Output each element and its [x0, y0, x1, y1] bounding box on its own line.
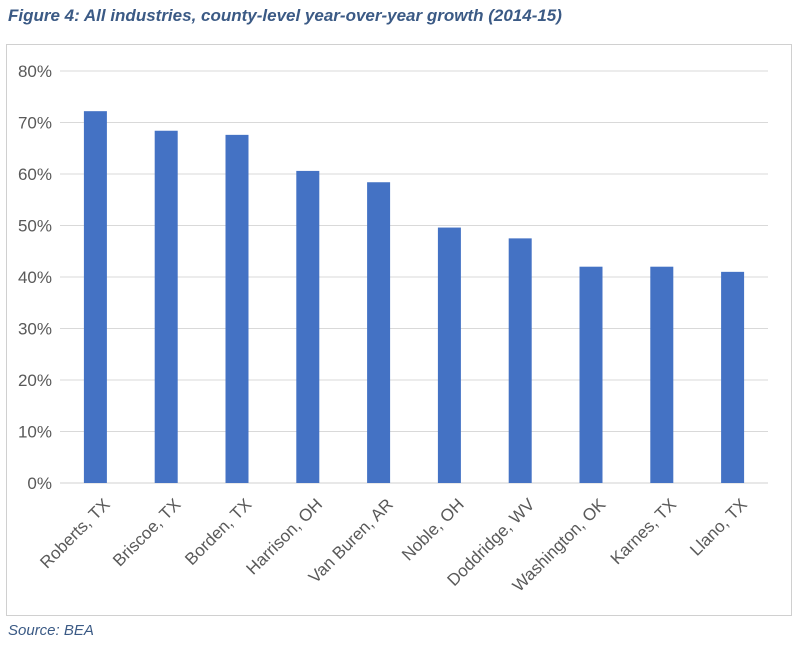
y-tick-label: 70%: [18, 114, 52, 133]
bars: [83, 111, 745, 484]
y-tick-label: 10%: [18, 423, 52, 442]
y-tick-label: 0%: [27, 474, 52, 493]
x-category-label: Borden, TX: [181, 495, 255, 569]
x-category-label: Roberts, TX: [36, 495, 113, 572]
x-category-label: Llano, TX: [686, 495, 751, 560]
y-tick-label: 40%: [18, 268, 52, 287]
bar: [296, 170, 320, 483]
bar: [225, 134, 249, 484]
bar: [83, 111, 107, 484]
bar: [579, 266, 603, 483]
bar: [154, 130, 178, 484]
bar: [508, 238, 532, 483]
y-axis-ticks: 0% 10% 20% 30% 40% 50% 60% 70% 80%: [18, 62, 52, 493]
bar: [721, 271, 745, 483]
bar: [367, 182, 391, 484]
y-tick-label: 60%: [18, 165, 52, 184]
y-tick-label: 80%: [18, 62, 52, 81]
bar: [437, 227, 461, 483]
bar: [650, 266, 674, 483]
figure-title: Figure 4: All industries, county-level y…: [8, 6, 562, 25]
x-category-label: Briscoe, TX: [109, 495, 184, 570]
source-note: Source: BEA: [8, 622, 94, 639]
x-category-label: Karnes, TX: [607, 495, 680, 568]
y-tick-label: 20%: [18, 371, 52, 390]
gridlines: [60, 70, 768, 484]
y-tick-label: 50%: [18, 217, 52, 236]
x-category-label: Noble, OH: [398, 495, 468, 565]
y-tick-label: 30%: [18, 320, 52, 339]
